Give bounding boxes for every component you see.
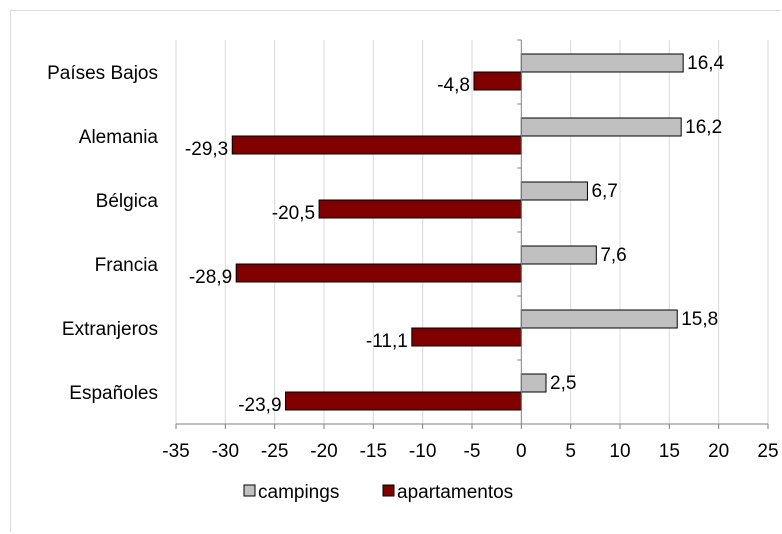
bar-campings	[520, 181, 588, 201]
bar-apartamentos	[318, 199, 522, 219]
legend: campings apartamentos	[243, 482, 513, 503]
x-tick-label: 5	[565, 441, 576, 462]
legend-swatch-campings	[243, 484, 256, 497]
data-label-apartamentos: -4,8	[437, 75, 470, 96]
x-tick-label: -30	[212, 441, 239, 462]
bars	[231, 53, 684, 411]
bar-apartamentos	[235, 263, 522, 283]
category-label: Francia	[95, 255, 159, 276]
bar-campings	[520, 117, 682, 137]
data-label-campings: 2,5	[550, 373, 576, 394]
x-tick-label: 25	[757, 441, 778, 462]
legend-label-campings: campings	[258, 482, 339, 503]
legend-swatch-apartamentos	[382, 484, 395, 497]
category-label: Países Bajos	[47, 63, 158, 84]
x-tick-label: 15	[659, 441, 680, 462]
data-label-apartamentos: -20,5	[272, 203, 315, 224]
x-tick-label: -20	[310, 441, 337, 462]
gridlines	[175, 40, 769, 424]
data-label-campings: 16,2	[685, 117, 722, 138]
bar-apartamentos	[285, 391, 522, 411]
category-label: Bélgica	[96, 191, 159, 212]
data-label-apartamentos: -29,3	[185, 139, 228, 160]
axes	[175, 39, 769, 429]
bar-campings	[520, 373, 547, 393]
data-label-campings: 6,7	[591, 181, 617, 202]
category-label: Españoles	[69, 383, 158, 404]
x-tick-label: -15	[360, 441, 387, 462]
bar-apartamentos	[411, 327, 522, 347]
data-label-campings: 16,4	[687, 53, 724, 74]
category-label: Extranjeros	[62, 319, 158, 340]
data-label-campings: 15,8	[681, 309, 718, 330]
category-label: Alemania	[79, 127, 159, 148]
x-tick-label: 20	[708, 441, 729, 462]
x-tick-label: 0	[516, 441, 527, 462]
x-tick-label: -25	[261, 441, 288, 462]
data-label-apartamentos: -23,9	[238, 395, 281, 416]
data-label-apartamentos: -11,1	[366, 331, 408, 352]
x-tick-label: 10	[609, 441, 630, 462]
x-tick-label: -10	[409, 441, 436, 462]
bar-campings	[520, 245, 597, 265]
x-tick-label: -35	[162, 441, 189, 462]
legend-label-apartamentos: apartamentos	[397, 482, 513, 503]
data-label-apartamentos: -28,9	[189, 267, 232, 288]
bar-campings	[520, 309, 678, 329]
labels: -35 -30 -25 -20 -15 -10 -5 0 5 10 15 20 25 16,4 -4,8 Pa…	[47, 53, 778, 462]
x-tick-label: -5	[464, 441, 481, 462]
bar-apartamentos	[231, 135, 522, 155]
bar-campings	[520, 53, 684, 73]
data-label-campings: 7,6	[600, 245, 626, 266]
chart-frame	[10, 10, 780, 532]
bar-apartamentos	[473, 71, 522, 91]
